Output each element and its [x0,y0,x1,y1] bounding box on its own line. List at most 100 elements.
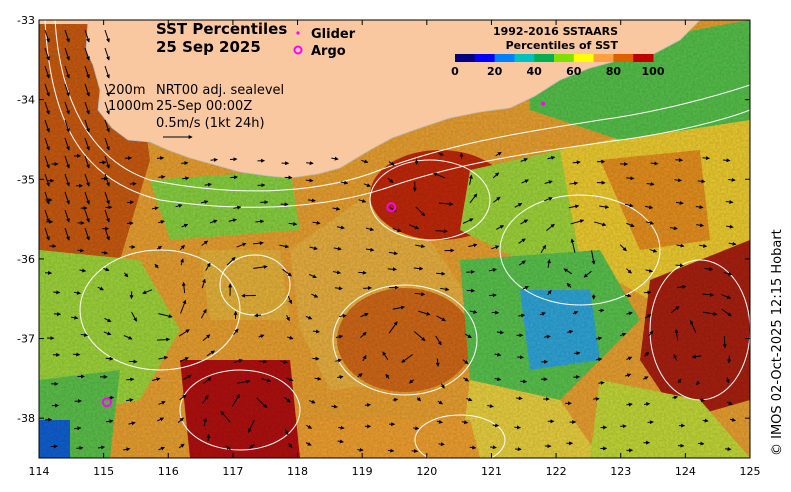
current-arrow [408,379,415,384]
current-arrow [418,310,431,316]
current-arrow [416,397,422,402]
current-arrow [105,356,114,361]
current-arrow [566,282,572,288]
current-arrow [463,377,469,382]
current-arrow [670,306,680,314]
current-arrow [84,173,90,187]
current-arrow [702,292,714,297]
current-arrow [64,83,70,97]
current-arrow [126,377,135,382]
current-arrow [233,359,243,364]
current-arrow [438,152,444,157]
current-arrow [695,380,701,386]
current-arrow [413,331,426,342]
x-tick-label: 117 [222,465,243,478]
colorbar-segment [494,54,515,62]
current-arrow [253,241,264,246]
current-arrow [691,354,702,359]
current-arrow [382,351,389,360]
current-arrow [646,182,655,186]
current-arrow [514,202,523,208]
current-arrow [624,203,634,208]
current-arrow [308,273,317,279]
current-arrow [53,290,61,295]
current-arrow [331,404,338,409]
current-arrow [123,272,129,278]
current-arrow [71,315,79,320]
current-arrow [104,119,110,133]
current-arrow [158,313,173,319]
current-arrow [364,403,372,408]
current-arrow [249,444,255,449]
current-arrow [261,378,272,383]
current-arrow [723,271,733,276]
current-arrow [104,317,112,323]
colorbar-segment [573,54,595,62]
current-arrow [544,334,551,339]
current-arrow [436,271,446,276]
current-arrow [409,224,420,230]
current-arrow [518,313,526,318]
argo-label: Argo [311,44,346,59]
colorbar-segment [455,54,476,62]
current-arrow [392,397,399,402]
current-arrow [233,205,242,210]
bathymetry-contours [44,20,750,458]
current-arrow [231,393,241,407]
current-arrow [206,433,211,442]
current-arrow [202,395,209,404]
current-arrow [104,29,110,43]
current-arrow [177,417,184,424]
credit-text: © IMOS 02-Oct-2025 12:15 Hobart [770,229,785,456]
current-arrow [519,260,526,266]
current-arrow [650,161,659,166]
current-arrow [648,330,654,337]
current-arrow [158,446,165,451]
current-arrow [594,221,607,227]
current-arrow [674,329,679,341]
argo-float-marker [386,202,397,213]
current-arrow [158,355,169,360]
x-tick-label: 116 [158,465,179,478]
current-arrow [547,155,556,160]
current-arrow [728,241,737,246]
current-arrow [436,419,443,424]
current-arrow [84,137,90,151]
current-arrow [180,299,187,314]
current-arrow [97,286,104,291]
current-arrow [699,243,708,248]
colorbar-segment [613,54,634,62]
current-arrow [64,119,70,133]
current-arrow [334,286,343,291]
current-arrow [568,204,580,209]
current-arrow [619,244,627,252]
current-arrow [462,218,474,224]
current-arrow [569,181,579,186]
current-arrow [487,404,494,408]
current-arrow [468,174,473,185]
current-arrow [183,374,192,380]
current-arrow [158,220,165,224]
title-line-2: 25 Sep 2025 [156,38,261,56]
x-tick-label: 122 [546,465,567,478]
current-arrow [279,244,290,249]
current-arrow [496,330,504,335]
current-arrow [567,329,574,334]
x-axis: 114 115 116 117 118 119 120 121 122 123 124 125 [29,20,761,478]
current-arrow [182,176,190,181]
current-arrow [699,398,706,402]
current-arrow [203,417,208,427]
current-arrow [154,263,159,269]
current-arrow [306,424,313,429]
current-arrow [312,220,321,225]
current-arrow [626,311,633,316]
scale-label: 0.5m/s (1kt 24h) [156,116,265,131]
current-arrow [44,83,50,97]
current-arrow [435,229,448,234]
title-line-1: SST Percentiles [156,20,287,38]
current-arrow [704,267,714,272]
current-arrow [572,311,579,315]
current-arrow [156,156,165,161]
current-arrow [44,65,50,79]
